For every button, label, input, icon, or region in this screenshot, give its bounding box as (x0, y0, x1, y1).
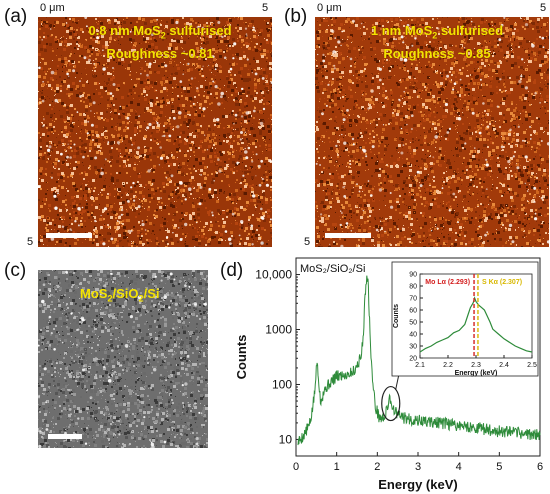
x-tick-label: 5 (496, 461, 502, 473)
inset-y-tick-label: 80 (409, 284, 417, 291)
afm-b-caption-sub: 2 (432, 30, 438, 41)
sem-caption-sub2: 2 (138, 293, 144, 304)
x-tick-label: 0 (293, 461, 299, 473)
scale-bar-a (46, 233, 92, 238)
afm-image-a (38, 17, 272, 247)
sem-image (38, 270, 208, 448)
afm-b-caption-line1: 1 nm MoS (370, 23, 433, 38)
afm-b-caption: 1 nm MoS2 sulfurised Roughness ~0.85 (337, 22, 537, 62)
afm-b-roughness: Roughness ~0.85 (383, 45, 491, 61)
y-tick-label: 10 (279, 432, 293, 446)
texture (38, 270, 208, 448)
inset-x-axis-label: Energy (keV) (455, 370, 498, 377)
y-tick-label: 10,000 (255, 268, 292, 282)
y-tick-label: 100 (272, 377, 292, 391)
sem-caption: MoS2/SiO2/Si (80, 286, 160, 304)
panel-label-b: (b) (284, 6, 308, 27)
inset-background (391, 261, 539, 377)
eds-spectrum-chart: 0 1 2 3 4 5 6 10 100 1000 10,000 Energy (keV) Counts… (234, 257, 543, 492)
afm-a-axis-origin: 0 μm (40, 2, 65, 14)
chart-title: MoS₂/SiO₂/Si (300, 263, 365, 275)
afm-b-caption-tail: sulfurised (437, 23, 504, 38)
x-tick-label: 6 (537, 461, 543, 473)
afm-a-axis-bottom: 5 (27, 236, 34, 248)
inset-y-tick-label: 90 (409, 272, 417, 279)
inset-x-tick-label: 2.3 (471, 362, 481, 369)
inset-x-tick-label: 2.1 (415, 362, 425, 369)
x-tick-label: 4 (456, 461, 462, 473)
afm-a-caption: 0.8 nm MoS2 sulfurised Roughness ~0.81 (60, 22, 260, 62)
sem-caption-sub1: 2 (107, 293, 113, 304)
afm-a-axis-right: 5 (262, 2, 269, 14)
spectrum-series-line (297, 275, 541, 446)
sem-caption-b: /SiO (112, 286, 139, 301)
afm-image-b (315, 17, 549, 247)
peak-highlight-ellipse (381, 385, 401, 422)
inset-y-tick-label: 50 (409, 320, 417, 327)
x-tick-label: 1 (334, 461, 340, 473)
inset-y-tick-label: 40 (409, 332, 417, 339)
afm-b-axis-right: 5 (540, 2, 547, 14)
texture (38, 17, 272, 247)
texture (315, 17, 549, 247)
inset-x-tick-label: 2.4 (499, 362, 509, 369)
afm-a-caption-tail: sulfurised (165, 23, 232, 38)
y-axis-label: Counts (234, 335, 249, 380)
sem-caption-a: MoS (80, 286, 108, 301)
scale-bar-c (48, 434, 82, 439)
afm-a-roughness: Roughness ~0.81 (106, 45, 214, 61)
afm-b-axis-bottom: 5 (304, 236, 311, 248)
inset-y-tick-label: 20 (409, 356, 417, 363)
inset-y-tick-label: 30 (409, 344, 417, 351)
x-axis-label: Energy (keV) (378, 477, 457, 492)
inset-y-tick-label: 70 (409, 296, 417, 303)
afm-b-axis-origin: 0 μm (317, 2, 342, 14)
sem-caption-c: /Si (143, 286, 160, 301)
panel-label-a: (a) (4, 6, 28, 27)
x-tick-label: 2 (374, 461, 380, 473)
s-annotation: S Kα (2.307) (482, 279, 522, 286)
inset-series-line (419, 296, 533, 353)
y-tick-label: 1000 (265, 323, 292, 337)
inset-y-tick-label: 60 (409, 308, 417, 315)
panel-label-d: (d) (220, 260, 244, 281)
panel-label-c: (c) (4, 260, 27, 281)
x-tick-label: 3 (415, 461, 421, 473)
afm-a-caption-sub: 2 (160, 30, 166, 41)
afm-a-caption-line1: 0.8 nm MoS (88, 23, 161, 38)
mo-annotation: Mo Lα (2.293) (425, 279, 470, 286)
inset-y-axis-label: Counts (393, 304, 400, 328)
inset-x-tick-label: 2.5 (527, 362, 537, 369)
scale-bar-b (325, 233, 371, 238)
inset-x-tick-label: 2.2 (443, 362, 453, 369)
